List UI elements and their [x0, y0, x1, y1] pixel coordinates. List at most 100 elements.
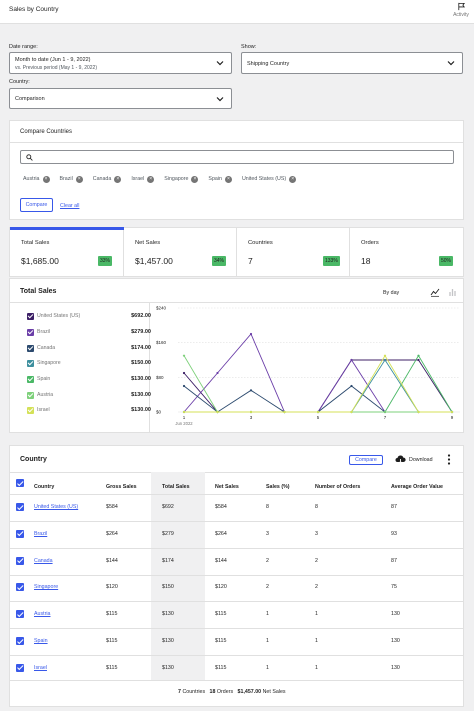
cell-sales-percent: 2 — [266, 557, 269, 564]
kpi-countries[interactable]: Countries 7 133% — [237, 228, 350, 277]
legend-item[interactable]: Brazil $279.00 — [27, 328, 151, 338]
kpi-delta-badge: 50% — [439, 256, 454, 266]
cell-gross-sales: $115 — [106, 664, 118, 671]
legend-checkbox[interactable] — [27, 376, 34, 383]
legend-label: Israel — [37, 407, 50, 413]
cell-avg-order-value: 130 — [391, 664, 400, 671]
row-checkbox[interactable] — [16, 637, 24, 645]
legend-amount: $130.00 — [131, 392, 151, 398]
legend-item[interactable]: Canada $174.00 — [27, 344, 151, 354]
cell-orders: 2 — [315, 557, 318, 564]
remove-icon[interactable]: × — [114, 175, 122, 183]
compare-button[interactable]: Compare — [20, 198, 53, 212]
legend-label: United States (US) — [37, 313, 81, 319]
remove-icon[interactable]: × — [224, 175, 232, 183]
kpi-orders[interactable]: Orders 18 50% — [350, 228, 464, 277]
row-checkbox[interactable] — [16, 610, 24, 619]
col-header-orders[interactable]: Number of Orders — [315, 484, 361, 490]
cell-country[interactable]: Canada — [34, 557, 53, 564]
row-checkbox[interactable] — [16, 663, 24, 672]
legend-item[interactable]: Austria $130.00 — [27, 391, 151, 401]
cell-country[interactable]: Israel — [34, 664, 47, 671]
row-divider — [9, 574, 463, 576]
chart-title: Total Sales — [20, 288, 57, 295]
cell-country[interactable]: Singapore — [34, 584, 59, 591]
flag-icon — [457, 2, 465, 11]
remove-icon[interactable]: × — [42, 175, 50, 183]
summary-numbers: Total Sales $1,685.00 33% Net Sales $1,4… — [9, 227, 464, 277]
cell-avg-order-value: 130 — [391, 638, 400, 644]
cell-total-sales: $692 — [162, 504, 174, 510]
row-divider — [9, 521, 463, 522]
divider — [10, 142, 463, 143]
country-select[interactable]: Comparison — [9, 88, 232, 109]
legend-checkbox[interactable] — [27, 392, 34, 399]
col-header-total-sales[interactable]: Total Sales — [162, 484, 190, 490]
legend-item[interactable]: Spain $130.00 — [27, 375, 151, 385]
clear-all-link[interactable]: Clear all — [60, 203, 80, 209]
series-line — [183, 385, 452, 413]
cell-gross-sales: $144 — [106, 557, 118, 564]
cell-country[interactable]: Spain — [34, 638, 48, 644]
activity-button[interactable]: Activity — [449, 2, 473, 18]
kpi-label: Net Sales — [135, 240, 161, 246]
legend-item[interactable]: United States (US) $692.00 — [27, 312, 151, 322]
row-checkbox[interactable] — [16, 583, 24, 592]
kpi-net-sales[interactable]: Net Sales $1,457.00 34% — [124, 228, 237, 277]
cell-orders: 3 — [315, 530, 318, 537]
bar-chart-icon[interactable] — [448, 287, 458, 297]
legend-item[interactable]: Israel $130.00 — [27, 406, 151, 416]
row-checkbox[interactable] — [16, 529, 24, 538]
interval-select[interactable]: By day — [383, 290, 400, 296]
cell-country[interactable]: United States (US) — [34, 504, 79, 510]
kpi-total-sales[interactable]: Total Sales $1,685.00 33% — [10, 227, 124, 277]
cell-country[interactable]: Austria — [34, 611, 51, 618]
remove-icon[interactable]: × — [147, 175, 155, 183]
col-header-avg-order-value[interactable]: Average Order Value — [391, 484, 443, 490]
show-select[interactable]: Shipping Country — [241, 52, 463, 74]
table-compare-button[interactable]: Compare — [349, 455, 383, 465]
divider — [10, 472, 463, 473]
col-header-net-sales[interactable]: Net Sales — [215, 484, 239, 490]
show-value: Shipping Country — [247, 61, 290, 67]
country-label: Country: — [9, 79, 30, 85]
cell-country[interactable]: Brazil — [34, 530, 48, 537]
chevron-down-icon — [216, 61, 224, 66]
data-point — [417, 358, 420, 362]
remove-icon[interactable]: × — [191, 175, 199, 183]
remove-icon[interactable]: × — [289, 175, 297, 183]
country-search-input[interactable] — [20, 150, 454, 164]
line-chart: $0 $80 $160 $240 1 3 5 7 9 Jun 2022 — [156, 306, 460, 426]
cell-total-sales: $130 — [162, 664, 174, 671]
country-value: Comparison — [15, 96, 45, 102]
legend-checkbox[interactable] — [27, 345, 34, 352]
date-range-select[interactable]: Month to date (Jun 1 - 9, 2022) vs. Prev… — [9, 52, 232, 74]
more-options-icon[interactable] — [447, 454, 451, 465]
country-table-panel: Country Compare Download — [9, 445, 464, 707]
cell-sales-percent: 3 — [266, 530, 269, 537]
legend-checkbox[interactable] — [27, 329, 34, 336]
legend-label: Austria — [37, 392, 54, 398]
chart-panel: Total Sales By day United States (US) $69… — [9, 278, 464, 433]
data-point — [450, 410, 454, 414]
kpi-delta-badge: 133% — [323, 256, 340, 266]
summary-countries-count: 7 — [178, 689, 181, 695]
row-checkbox[interactable] — [16, 556, 24, 565]
legend-item[interactable]: Singapore $150.00 — [27, 359, 151, 369]
row-checkbox[interactable] — [16, 503, 24, 511]
summary-countries-label: Countries — [182, 689, 206, 695]
col-header-gross-sales[interactable]: Gross Sales — [106, 484, 137, 490]
col-header-sales-percent[interactable]: Sales (%) — [266, 484, 290, 490]
cloud-download-icon — [395, 455, 406, 464]
legend-checkbox[interactable] — [27, 313, 34, 320]
legend-checkbox[interactable] — [27, 407, 34, 414]
legend-amount: $130.00 — [131, 376, 151, 382]
col-header-country[interactable]: Country — [34, 484, 55, 490]
cell-avg-order-value: 87 — [391, 557, 397, 564]
select-all-checkbox[interactable] — [16, 479, 24, 487]
legend-checkbox[interactable] — [27, 360, 34, 367]
line-chart-icon[interactable] — [430, 287, 440, 297]
x-axis-sublabel: Jun 2022 — [175, 421, 193, 426]
cell-gross-sales: $264 — [106, 530, 118, 537]
remove-icon[interactable]: × — [75, 175, 83, 183]
